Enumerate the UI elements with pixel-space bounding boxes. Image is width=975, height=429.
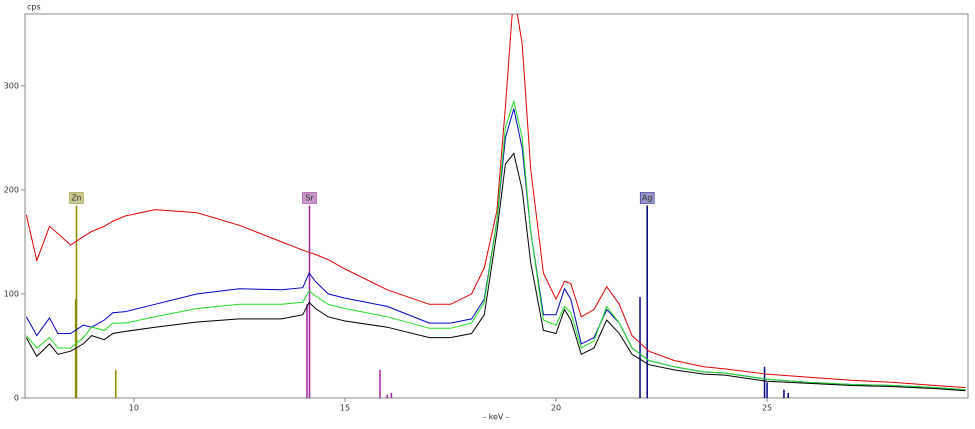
element-label-box <box>639 192 655 204</box>
x-axis-label: - keV - <box>483 413 509 422</box>
y-axis-label: cps <box>27 3 41 12</box>
plot-frame <box>24 13 969 399</box>
x-tick-label: 10 <box>129 404 139 413</box>
element-label: Sr <box>305 193 314 202</box>
element-label-box <box>69 192 84 204</box>
element-label: Ag <box>642 193 653 202</box>
spectrum-line <box>25 14 966 389</box>
x-tick-label: 15 <box>340 404 350 413</box>
y-tick-label: 0 <box>14 394 19 403</box>
spectrum-line <box>25 108 966 391</box>
plot-area <box>25 14 966 398</box>
y-tick-label: 200 <box>4 185 19 194</box>
element-label-box <box>302 192 317 204</box>
x-tick-label: 20 <box>551 404 561 413</box>
spectrum-line <box>25 152 966 392</box>
element-label: Zn <box>71 193 82 202</box>
spectrum-line <box>25 99 966 391</box>
x-tick-label: 25 <box>762 404 772 413</box>
y-tick-label: 300 <box>4 81 19 90</box>
y-tick-label: 100 <box>4 289 19 298</box>
